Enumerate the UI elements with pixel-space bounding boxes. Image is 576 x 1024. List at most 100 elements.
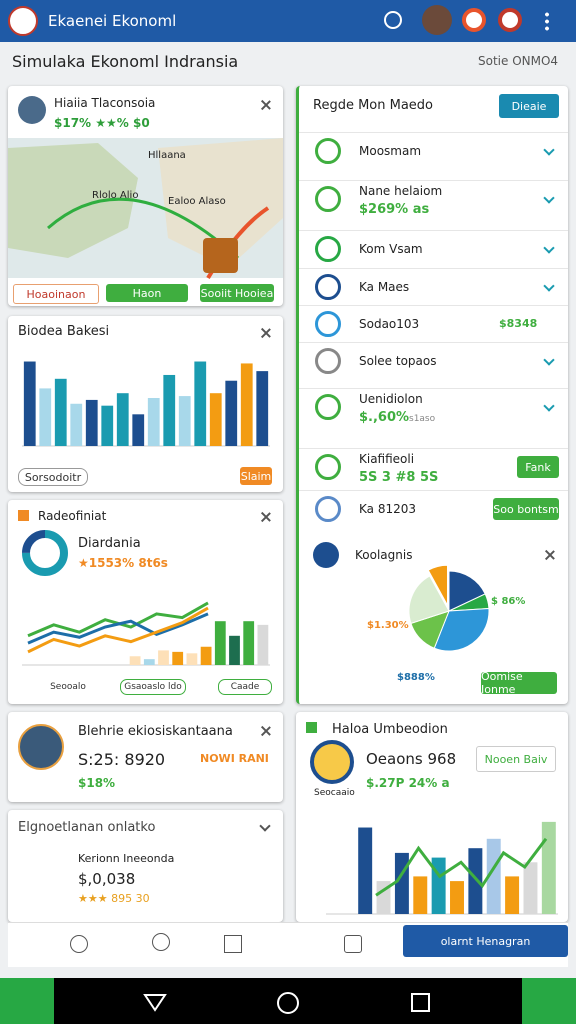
bar	[257, 624, 269, 665]
menu-icon[interactable]	[545, 11, 549, 31]
button[interactable]: Dieaie	[499, 94, 559, 118]
icon	[306, 722, 317, 733]
row-divider	[299, 448, 568, 449]
row-icon	[315, 274, 341, 300]
bar	[186, 653, 198, 665]
bar	[394, 852, 409, 914]
notification-icon[interactable]	[462, 8, 486, 32]
nav-icon[interactable]	[224, 935, 242, 953]
logo	[8, 6, 38, 36]
pie-slice	[427, 564, 449, 606]
person-card: Blehrie ekiosiskantaana S:25: 8920 NOWI …	[8, 712, 283, 802]
row-label: Solee topaos	[359, 354, 437, 368]
card-title: Radeofiniat	[38, 509, 107, 523]
button[interactable]: Sooiit Hooiea	[200, 284, 274, 302]
pie-label: $ 86%	[491, 596, 526, 607]
profile-card: Hiaiia Tlaconsoia $17% ★★% $0 Hllaana Rl…	[8, 86, 283, 306]
row-label: Kom Vsam	[359, 242, 423, 256]
row-icon	[315, 236, 341, 262]
bar	[505, 876, 520, 914]
row-label: Moosmam	[359, 144, 422, 158]
row-label: Sodao103	[359, 317, 420, 331]
row-icon	[315, 311, 341, 337]
row-divider	[299, 342, 568, 343]
icon	[313, 542, 339, 568]
bar	[450, 881, 464, 914]
close-button[interactable]	[261, 100, 271, 110]
nav-icon[interactable]	[344, 935, 362, 953]
map: Hllaana Rlolo Alio Ealoo Alaso	[8, 138, 283, 280]
stat-card: Haloa Umbeodion Seocaaio Oeaons 968 $.27…	[296, 712, 568, 922]
row-note: s1aso	[409, 414, 436, 424]
row-button[interactable]: Soo bontsm	[493, 498, 559, 520]
amount: S:25: 8920	[78, 750, 166, 769]
button[interactable]: Hoaoinaon	[13, 284, 99, 304]
row-icon	[315, 186, 341, 212]
button[interactable]: Nooen Baiv	[476, 746, 556, 772]
bar	[200, 646, 212, 665]
row-divider	[299, 268, 568, 269]
pie-slice	[433, 607, 490, 652]
value: Oeaons 968	[366, 750, 457, 768]
profile-stats: $17% ★★% $0	[54, 116, 150, 130]
map-label: Hllaana	[148, 150, 186, 161]
bar	[194, 361, 207, 446]
row-divider	[299, 305, 568, 306]
stat-chart	[326, 821, 558, 915]
link-button[interactable]: Sorsodoitr	[18, 468, 88, 486]
avatar[interactable]	[422, 5, 452, 35]
row-sub: 5S 3 #8 5S	[359, 470, 439, 485]
row-divider	[299, 230, 568, 231]
home-shortcut[interactable]	[522, 978, 576, 1024]
amount: $,0,038	[78, 870, 136, 888]
bar	[209, 393, 222, 446]
bar	[163, 374, 176, 446]
region-card: Regde Mon Maedo Dieaie Koolagnis $ 86% $…	[296, 86, 568, 704]
avatar	[18, 724, 64, 770]
search-icon[interactable]	[384, 11, 402, 29]
row-label: Kiafifieoli	[359, 452, 415, 466]
row-icon	[315, 138, 341, 164]
pie-label: $1.30%	[367, 620, 409, 631]
bar	[143, 659, 155, 665]
button[interactable]: Oomise Ionme	[481, 670, 557, 696]
bar	[413, 876, 428, 914]
nav-icon[interactable]	[152, 933, 170, 951]
page-title: Simulaka Ekonoml Indransia	[12, 52, 239, 71]
system-icons	[143, 992, 430, 1014]
bar	[85, 399, 98, 446]
stats: ★1553% 8t6s	[78, 556, 168, 570]
nav-button[interactable]: olarnt Henagran	[403, 925, 568, 957]
row-button[interactable]: Fank	[517, 456, 559, 478]
bar-chart	[22, 361, 270, 447]
pie-title: Koolagnis	[355, 548, 413, 562]
row-label: Uenidiolon	[359, 392, 423, 406]
close-button[interactable]	[261, 726, 271, 736]
bar	[70, 403, 83, 446]
line	[27, 612, 209, 645]
bar	[468, 848, 483, 914]
pie-chart	[408, 564, 490, 652]
name: Diardania	[78, 536, 141, 551]
button[interactable]: Slaim	[240, 467, 272, 485]
row-sub: $.,60%	[359, 410, 410, 425]
bar	[225, 380, 238, 446]
bar	[358, 827, 373, 914]
row-divider	[299, 180, 568, 181]
summary-card: Elgnoetlanan onlatko Kerionn Ineeonda $,…	[8, 810, 283, 922]
nav-icon[interactable]	[70, 935, 88, 953]
row-icon	[315, 454, 341, 480]
search-field[interactable]: Sotie ONMO4	[478, 54, 559, 68]
button[interactable]: Haon	[106, 284, 188, 302]
app-title: Ekaenei Ekonoml	[48, 12, 177, 30]
back-button[interactable]	[0, 978, 54, 1024]
alert-icon[interactable]	[498, 8, 522, 32]
row-value: $8348	[499, 317, 538, 330]
row-divider	[299, 132, 568, 133]
caption: Seocaaio	[314, 788, 355, 798]
icon	[18, 510, 29, 521]
expand-icon[interactable]	[259, 820, 271, 832]
card-title: Haloa Umbeodion	[332, 722, 448, 737]
bar	[129, 656, 141, 665]
